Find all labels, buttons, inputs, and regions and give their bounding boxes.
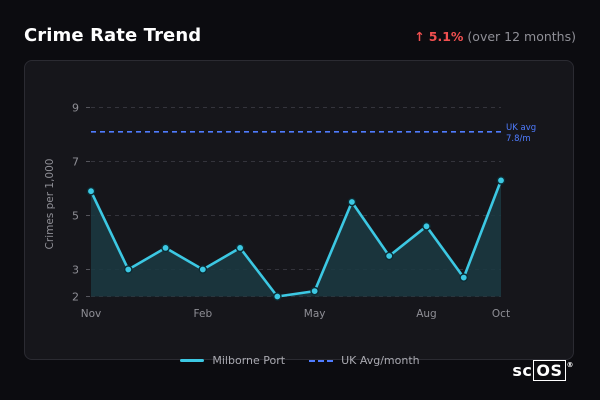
y-tick-label: 2 bbox=[72, 291, 79, 304]
x-tick-label: Feb bbox=[194, 308, 213, 320]
data-point[interactable] bbox=[235, 243, 245, 253]
legend-item-reference[interactable]: UK Avg/month bbox=[309, 354, 420, 367]
data-point[interactable] bbox=[459, 273, 469, 282]
trend-up-icon: ↑ bbox=[414, 29, 425, 44]
legend-swatch-solid bbox=[180, 359, 205, 362]
data-point[interactable] bbox=[161, 243, 170, 253]
series-line bbox=[89, 179, 503, 298]
y-tick-label: 9 bbox=[72, 102, 79, 115]
change-indicator: ↑ 5.1% (over 12 months) bbox=[414, 29, 576, 44]
change-period: (over 12 months) bbox=[467, 29, 576, 44]
brand-logo: sc OS ® bbox=[512, 360, 574, 381]
data-point[interactable] bbox=[198, 265, 208, 274]
axes: 2 3 5 7 9 Nov Feb May Aug Oct bbox=[72, 102, 510, 321]
x-tick-label: Nov bbox=[81, 308, 102, 320]
x-tick-label: Oct bbox=[492, 308, 510, 320]
legend: Milborne Port UK Avg/month bbox=[0, 354, 600, 367]
legend-swatch-dashed bbox=[309, 359, 334, 362]
legend-item-series[interactable]: Milborne Port bbox=[180, 354, 285, 367]
reference-label-bottom: 7.8/m bbox=[506, 134, 531, 144]
data-point[interactable] bbox=[123, 265, 133, 274]
series-area bbox=[91, 180, 501, 297]
data-point[interactable] bbox=[273, 292, 282, 301]
y-tick-label: 3 bbox=[72, 264, 79, 277]
data-point[interactable] bbox=[310, 286, 319, 296]
y-tick-label: 5 bbox=[72, 210, 79, 223]
data-point[interactable] bbox=[496, 176, 506, 185]
data-point[interactable] bbox=[384, 251, 394, 261]
data-point[interactable] bbox=[422, 221, 431, 231]
y-axis-title: Crimes per 1,000 bbox=[44, 159, 56, 250]
series-group bbox=[86, 176, 506, 301]
y-tick-label: 7 bbox=[72, 156, 79, 169]
change-percent: 5.1% bbox=[428, 29, 464, 44]
chart-panel bbox=[24, 60, 574, 360]
data-point[interactable] bbox=[86, 186, 96, 196]
x-tick-label: Aug bbox=[416, 308, 437, 320]
data-point[interactable] bbox=[347, 197, 357, 207]
reference-label-top: UK avg bbox=[506, 123, 536, 133]
chart-title: Crime Rate Trend bbox=[24, 25, 202, 46]
legend-label-reference: UK Avg/month bbox=[341, 354, 420, 367]
legend-label-series: Milborne Port bbox=[212, 354, 286, 367]
x-tick-label: May bbox=[304, 308, 326, 320]
